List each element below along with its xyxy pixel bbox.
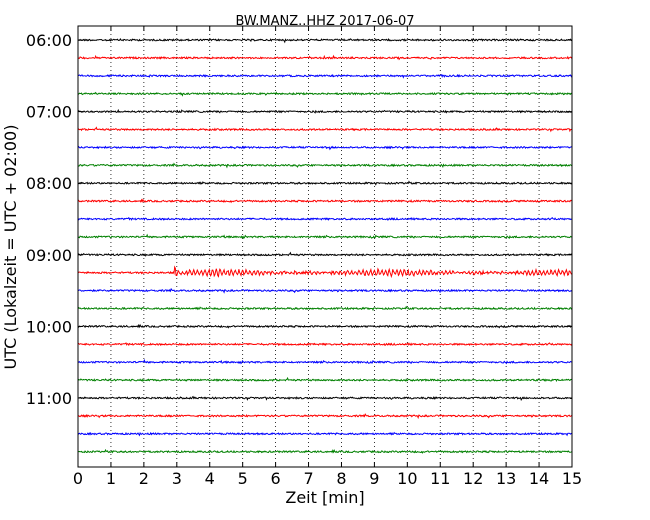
x-tick-label: 11: [430, 469, 450, 488]
trace-11:15: [77, 413, 573, 420]
x-tick-label: 2: [139, 469, 149, 488]
y-tick-label: 11:00: [26, 389, 72, 408]
trace-08:15: [77, 198, 573, 204]
trace-06:30: [77, 73, 573, 79]
trace-10:30: [77, 358, 573, 365]
trace-06:45: [77, 91, 573, 97]
trace-10:00: [77, 323, 573, 329]
trace-07:45: [77, 162, 573, 169]
x-tick-label: 14: [529, 469, 549, 488]
x-tick-label: 13: [496, 469, 516, 488]
x-tick-label: 1: [106, 469, 116, 488]
trace-06:15: [77, 54, 573, 61]
x-tick-label: 12: [463, 469, 483, 488]
y-tick-label: 08:00: [26, 174, 72, 193]
seismic-traces: [77, 37, 573, 454]
trace-07:15: [77, 126, 573, 133]
trace-09:15: [77, 265, 573, 279]
x-tick-label: 15: [562, 469, 582, 488]
trace-07:00: [77, 108, 573, 114]
y-tick-label: 09:00: [26, 246, 72, 265]
y-axis-label: UTC (Lokalzeit = UTC + 02:00): [1, 125, 20, 370]
vertical-grid: [110, 26, 540, 467]
trace-11:00: [77, 395, 573, 402]
chart-title: BW.MANZ..HHZ 2017-06-07: [235, 14, 414, 29]
trace-06:00: [77, 37, 573, 44]
trace-08:30: [77, 216, 573, 221]
trace-09:45: [77, 305, 573, 312]
x-tick-label: 0: [73, 469, 83, 488]
x-axis-label: Zeit [min]: [285, 488, 364, 507]
trace-10:45: [77, 376, 573, 383]
x-tick-label: 10: [397, 469, 417, 488]
trace-11:30: [77, 431, 573, 437]
x-axis-ticks: 0 1 2 3 4 5 6 7 8 9 10 11 12 13 14 15: [73, 26, 582, 488]
y-tick-label: 06:00: [26, 31, 72, 50]
x-tick-label: 4: [205, 469, 215, 488]
trace-09:30: [77, 287, 573, 294]
x-tick-label: 9: [369, 469, 379, 488]
x-tick-label: 8: [336, 469, 346, 488]
y-tick-label: 07:00: [26, 103, 72, 122]
plot-frame: [77, 25, 573, 468]
x-tick-label: 7: [303, 469, 313, 488]
trace-08:00: [77, 180, 573, 186]
trace-08:45: [77, 233, 573, 240]
trace-09:00: [77, 251, 573, 257]
trace-07:30: [77, 145, 573, 151]
trace-10:15: [77, 342, 573, 347]
x-tick-label: 6: [271, 469, 281, 488]
x-tick-label: 5: [238, 469, 248, 488]
y-axis-ticks: 06:00 07:00 08:00 09:00 10:00 11:00: [26, 31, 572, 408]
y-tick-label: 10:00: [26, 317, 72, 336]
trace-11:45: [77, 448, 573, 454]
x-tick-label: 3: [172, 469, 182, 488]
